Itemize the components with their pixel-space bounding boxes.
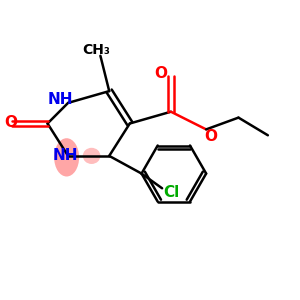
Ellipse shape xyxy=(54,138,79,176)
Text: O: O xyxy=(204,129,217,144)
Text: CH₃: CH₃ xyxy=(82,43,110,57)
Text: Cl: Cl xyxy=(163,185,179,200)
Text: O: O xyxy=(4,115,17,130)
Text: O: O xyxy=(154,66,167,81)
Text: NH: NH xyxy=(52,148,78,164)
Ellipse shape xyxy=(83,148,101,164)
Text: NH: NH xyxy=(48,92,74,107)
